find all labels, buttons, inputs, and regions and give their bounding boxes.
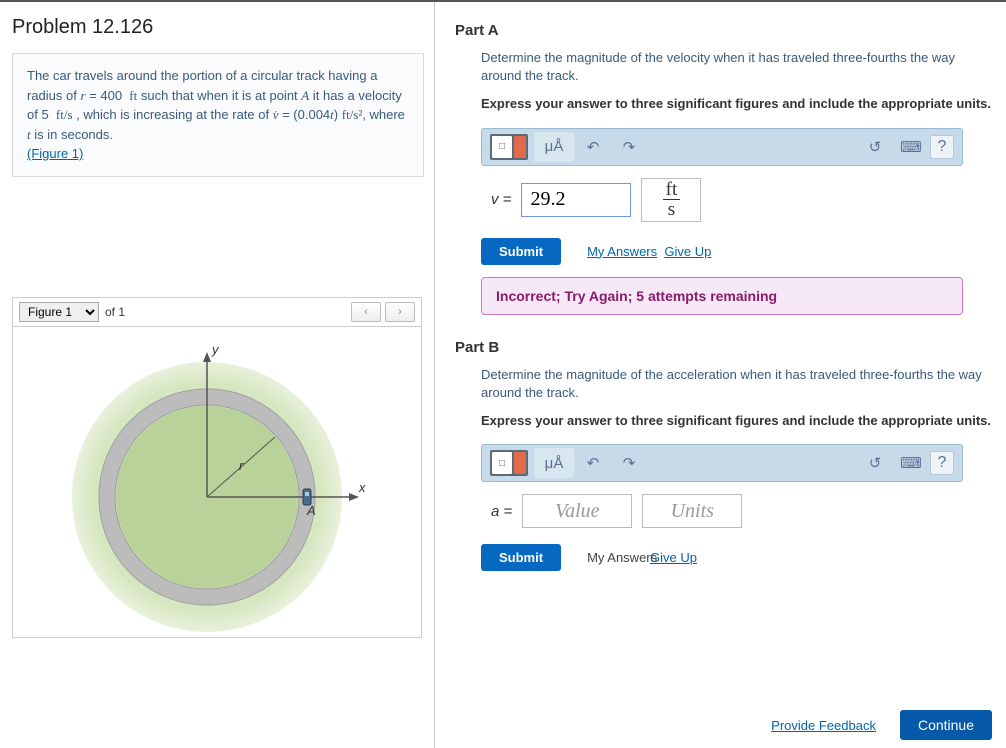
part-a-toolbar: □ μÅ ↶ ↷ ↺ ⌨ ?: [481, 128, 963, 166]
part-a-give-up-link[interactable]: Give Up: [664, 244, 711, 259]
help-button[interactable]: ?: [930, 451, 954, 475]
part-a-variable: v =: [491, 191, 511, 208]
part-b-unit-input[interactable]: Units: [642, 494, 742, 528]
part-a-actions: Submit My Answers Give Up: [481, 238, 963, 265]
part-a-my-answers-link[interactable]: My Answers: [587, 244, 657, 259]
redo-button[interactable]: ↷: [612, 132, 646, 162]
part-b-my-answers-label: My Answers: [587, 550, 657, 565]
units-tool-button[interactable]: μÅ: [534, 448, 574, 478]
part-b-variable: a =: [491, 503, 512, 520]
part-b-input-row: a = Value Units: [491, 494, 963, 528]
part-b-submit-button[interactable]: Submit: [481, 544, 561, 571]
part-b-value-input[interactable]: Value: [522, 494, 632, 528]
part-b-title: Part B: [455, 339, 992, 356]
figure-count: of 1: [105, 305, 125, 319]
provide-feedback-link[interactable]: Provide Feedback: [771, 718, 876, 733]
undo-button[interactable]: ↶: [576, 132, 610, 162]
svg-text:r: r: [239, 458, 244, 473]
figure-header: Figure 1 of 1 ‹ ›: [13, 298, 421, 327]
part-b-answer-panel: □ μÅ ↶ ↷ ↺ ⌨ ? a = Value Units Submit My…: [481, 444, 963, 571]
part-a-feedback: Incorrect; Try Again; 5 attempts remaini…: [481, 277, 963, 315]
keyboard-button[interactable]: ⌨: [894, 448, 928, 478]
reset-button[interactable]: ↺: [858, 132, 892, 162]
figure-prev-button[interactable]: ‹: [351, 302, 381, 322]
figure-panel: Figure 1 of 1 ‹ ›: [12, 297, 422, 638]
part-b-instructions: Express your answer to three significant…: [481, 412, 992, 430]
part-b-actions: Submit My Answers Give Up: [481, 544, 963, 571]
problem-statement: The car travels around the portion of a …: [12, 53, 424, 177]
continue-button[interactable]: Continue: [900, 710, 992, 740]
figure-next-button[interactable]: ›: [385, 302, 415, 322]
right-column: Part A Determine the magnitude of the ve…: [435, 2, 1006, 748]
part-a-submit-button[interactable]: Submit: [481, 238, 561, 265]
svg-text:y: y: [211, 342, 220, 357]
left-column: Problem 12.126 The car travels around th…: [0, 2, 435, 748]
part-a-value-input[interactable]: [521, 183, 631, 217]
svg-text:x: x: [358, 480, 366, 495]
figure-link[interactable]: (Figure 1): [27, 146, 83, 161]
template-tools-icon[interactable]: □: [490, 450, 528, 476]
template-tools-icon[interactable]: □: [490, 134, 528, 160]
footer-row: Provide Feedback Continue: [771, 710, 992, 740]
reset-button[interactable]: ↺: [858, 448, 892, 478]
part-b-text: Determine the magnitude of the accelerat…: [481, 366, 992, 402]
figure-select[interactable]: Figure 1: [19, 302, 99, 322]
problem-title: Problem 12.126: [12, 16, 424, 39]
redo-button[interactable]: ↷: [612, 448, 646, 478]
part-a-input-row: v = ft s: [491, 178, 963, 222]
keyboard-button[interactable]: ⌨: [894, 132, 928, 162]
undo-button[interactable]: ↶: [576, 448, 610, 478]
part-a-answer-panel: □ μÅ ↶ ↷ ↺ ⌨ ? v = ft s: [481, 128, 963, 315]
figure-image: y x r A: [13, 327, 421, 637]
part-b-toolbar: □ μÅ ↶ ↷ ↺ ⌨ ?: [481, 444, 963, 482]
part-a-title: Part A: [455, 22, 992, 39]
units-tool-button[interactable]: μÅ: [534, 132, 574, 162]
part-b-give-up-link[interactable]: Give Up: [650, 550, 697, 565]
help-button[interactable]: ?: [930, 135, 954, 159]
part-a-instructions: Express your answer to three significant…: [481, 95, 992, 113]
part-a-unit-box[interactable]: ft s: [641, 178, 701, 222]
part-a-text: Determine the magnitude of the velocity …: [481, 49, 992, 85]
